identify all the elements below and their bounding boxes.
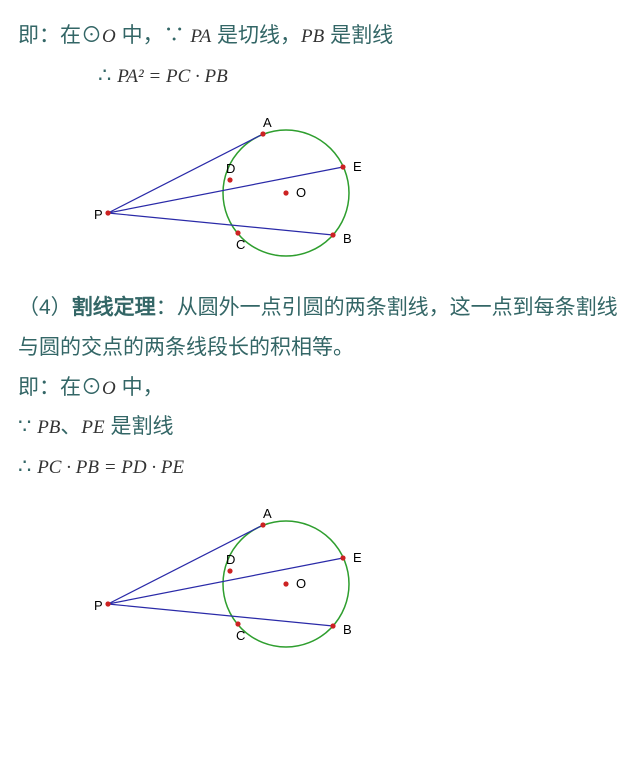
statement-line-3: 即：在⊙O 中， [18,368,622,408]
section-number: （4） [18,296,72,319]
var-pb: PB [301,26,324,47]
statement-line-1: 即：在⊙O 中，∵ PA 是切线，PB 是割线 [18,16,622,56]
svg-text:B: B [343,231,352,246]
equation: PC · PB = PD · PE [37,457,184,478]
svg-text:E: E [353,550,362,565]
theorem-title: 割线定理 [72,296,156,319]
theorem-paragraph: （4）割线定理：从圆外一点引圆的两条割线，这一点到每条割线与圆的交点的两条线段长… [18,288,622,368]
svg-text:C: C [236,237,245,252]
svg-text:O: O [296,185,306,200]
therefore: ∴ [18,455,37,478]
svg-text:A: A [263,506,272,521]
svg-text:A: A [263,115,272,130]
text: 即：在⊙ [18,24,102,47]
text: 是割线 [105,415,174,438]
var-pb: PB [37,417,60,438]
svg-text:B: B [343,622,352,637]
text: 即：在⊙ [18,376,102,399]
geometry-figure: P A E D O C B [58,493,418,673]
svg-text:D: D [226,161,235,176]
var-pa: PA [190,26,211,47]
diagram-2: P A E D O C B [18,487,622,679]
equation: PA² = PC · PB [117,66,228,87]
geometry-figure: P A E D O C B [58,102,418,282]
svg-text:E: E [353,159,362,174]
text: 中， [116,376,164,399]
svg-text:O: O [296,576,306,591]
diagram-1: P A E D O C B [18,96,622,288]
therefore: ∴ [98,64,117,87]
text: 是切线， [211,24,301,47]
var-o: O [102,378,116,399]
svg-text:P: P [94,207,103,222]
svg-text:D: D [226,552,235,567]
sep: 、 [60,415,81,438]
text: 中，∵ [116,24,191,47]
statement-line-2: ∴ PA² = PC · PB [18,56,622,96]
colon: ： [156,296,177,319]
statement-line-4: ∵ PB、PE 是割线 [18,407,622,447]
svg-text:C: C [236,628,245,643]
var-pe: PE [81,417,104,438]
text: 是割线 [324,24,393,47]
statement-line-5: ∴ PC · PB = PD · PE [18,447,622,487]
var-o: O [102,26,116,47]
because: ∵ [18,415,37,438]
svg-text:P: P [94,598,103,613]
